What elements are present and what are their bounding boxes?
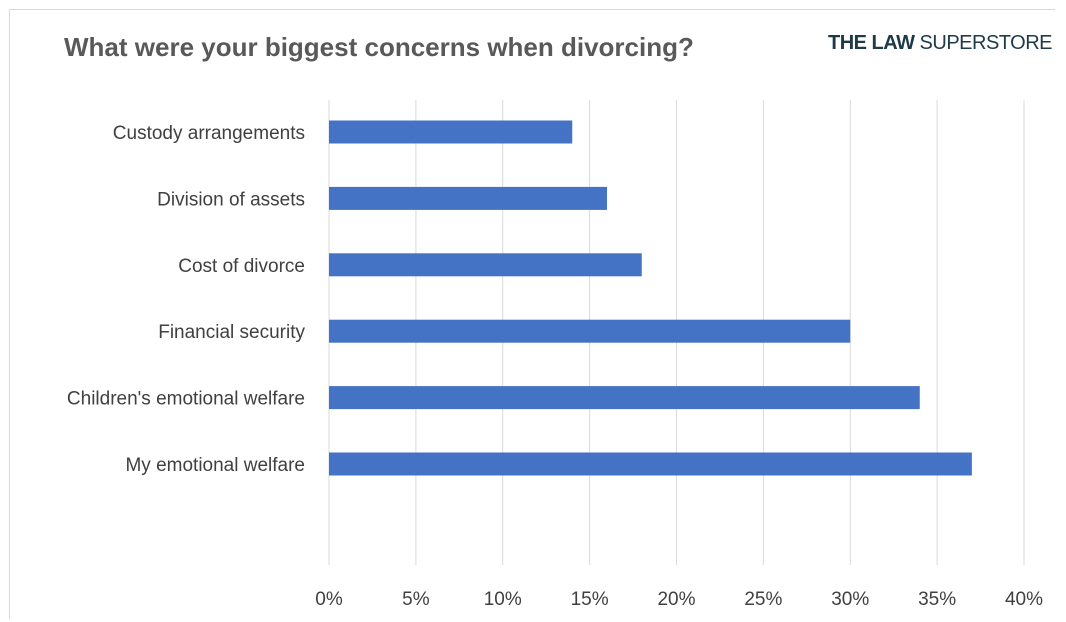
x-tick-labels: 0% 5% 10% 15% 20% 25% 30% 35% 40% xyxy=(315,589,1043,610)
x-tick-label: 35% xyxy=(918,589,956,610)
category-labels: Custody arrangements Division of assets Co… xyxy=(67,123,306,476)
category-label: Custody arrangements xyxy=(113,123,305,144)
bar xyxy=(329,253,642,277)
brand-logo-part2: SUPERSTORE xyxy=(919,32,1053,54)
x-tick-label: 0% xyxy=(315,589,343,610)
category-label: Cost of divorce xyxy=(178,256,305,277)
x-tick-label: 30% xyxy=(831,589,869,610)
x-tick-label: 15% xyxy=(571,589,609,610)
bar xyxy=(329,120,573,144)
brand-logo-part1: THE LAW xyxy=(827,32,915,54)
bar xyxy=(329,319,851,343)
bar xyxy=(329,452,972,476)
bar xyxy=(329,386,920,410)
category-label: Division of assets xyxy=(157,189,305,210)
category-label: My emotional welfare xyxy=(125,455,305,476)
x-tick-label: 40% xyxy=(1005,589,1043,610)
bar xyxy=(329,186,607,210)
category-label: Children's emotional welfare xyxy=(67,389,305,410)
x-tick-label: 5% xyxy=(402,589,430,610)
chart-title: What were your biggest concerns when div… xyxy=(64,32,694,62)
x-tick-label: 25% xyxy=(744,589,782,610)
category-label: Financial security xyxy=(158,322,305,343)
brand-logo: THE LAW SUPERSTORE xyxy=(827,32,1053,55)
chart-frame xyxy=(9,9,1055,619)
x-tick-label: 10% xyxy=(484,589,522,610)
x-tick-label: 20% xyxy=(657,589,695,610)
bars xyxy=(329,120,972,476)
